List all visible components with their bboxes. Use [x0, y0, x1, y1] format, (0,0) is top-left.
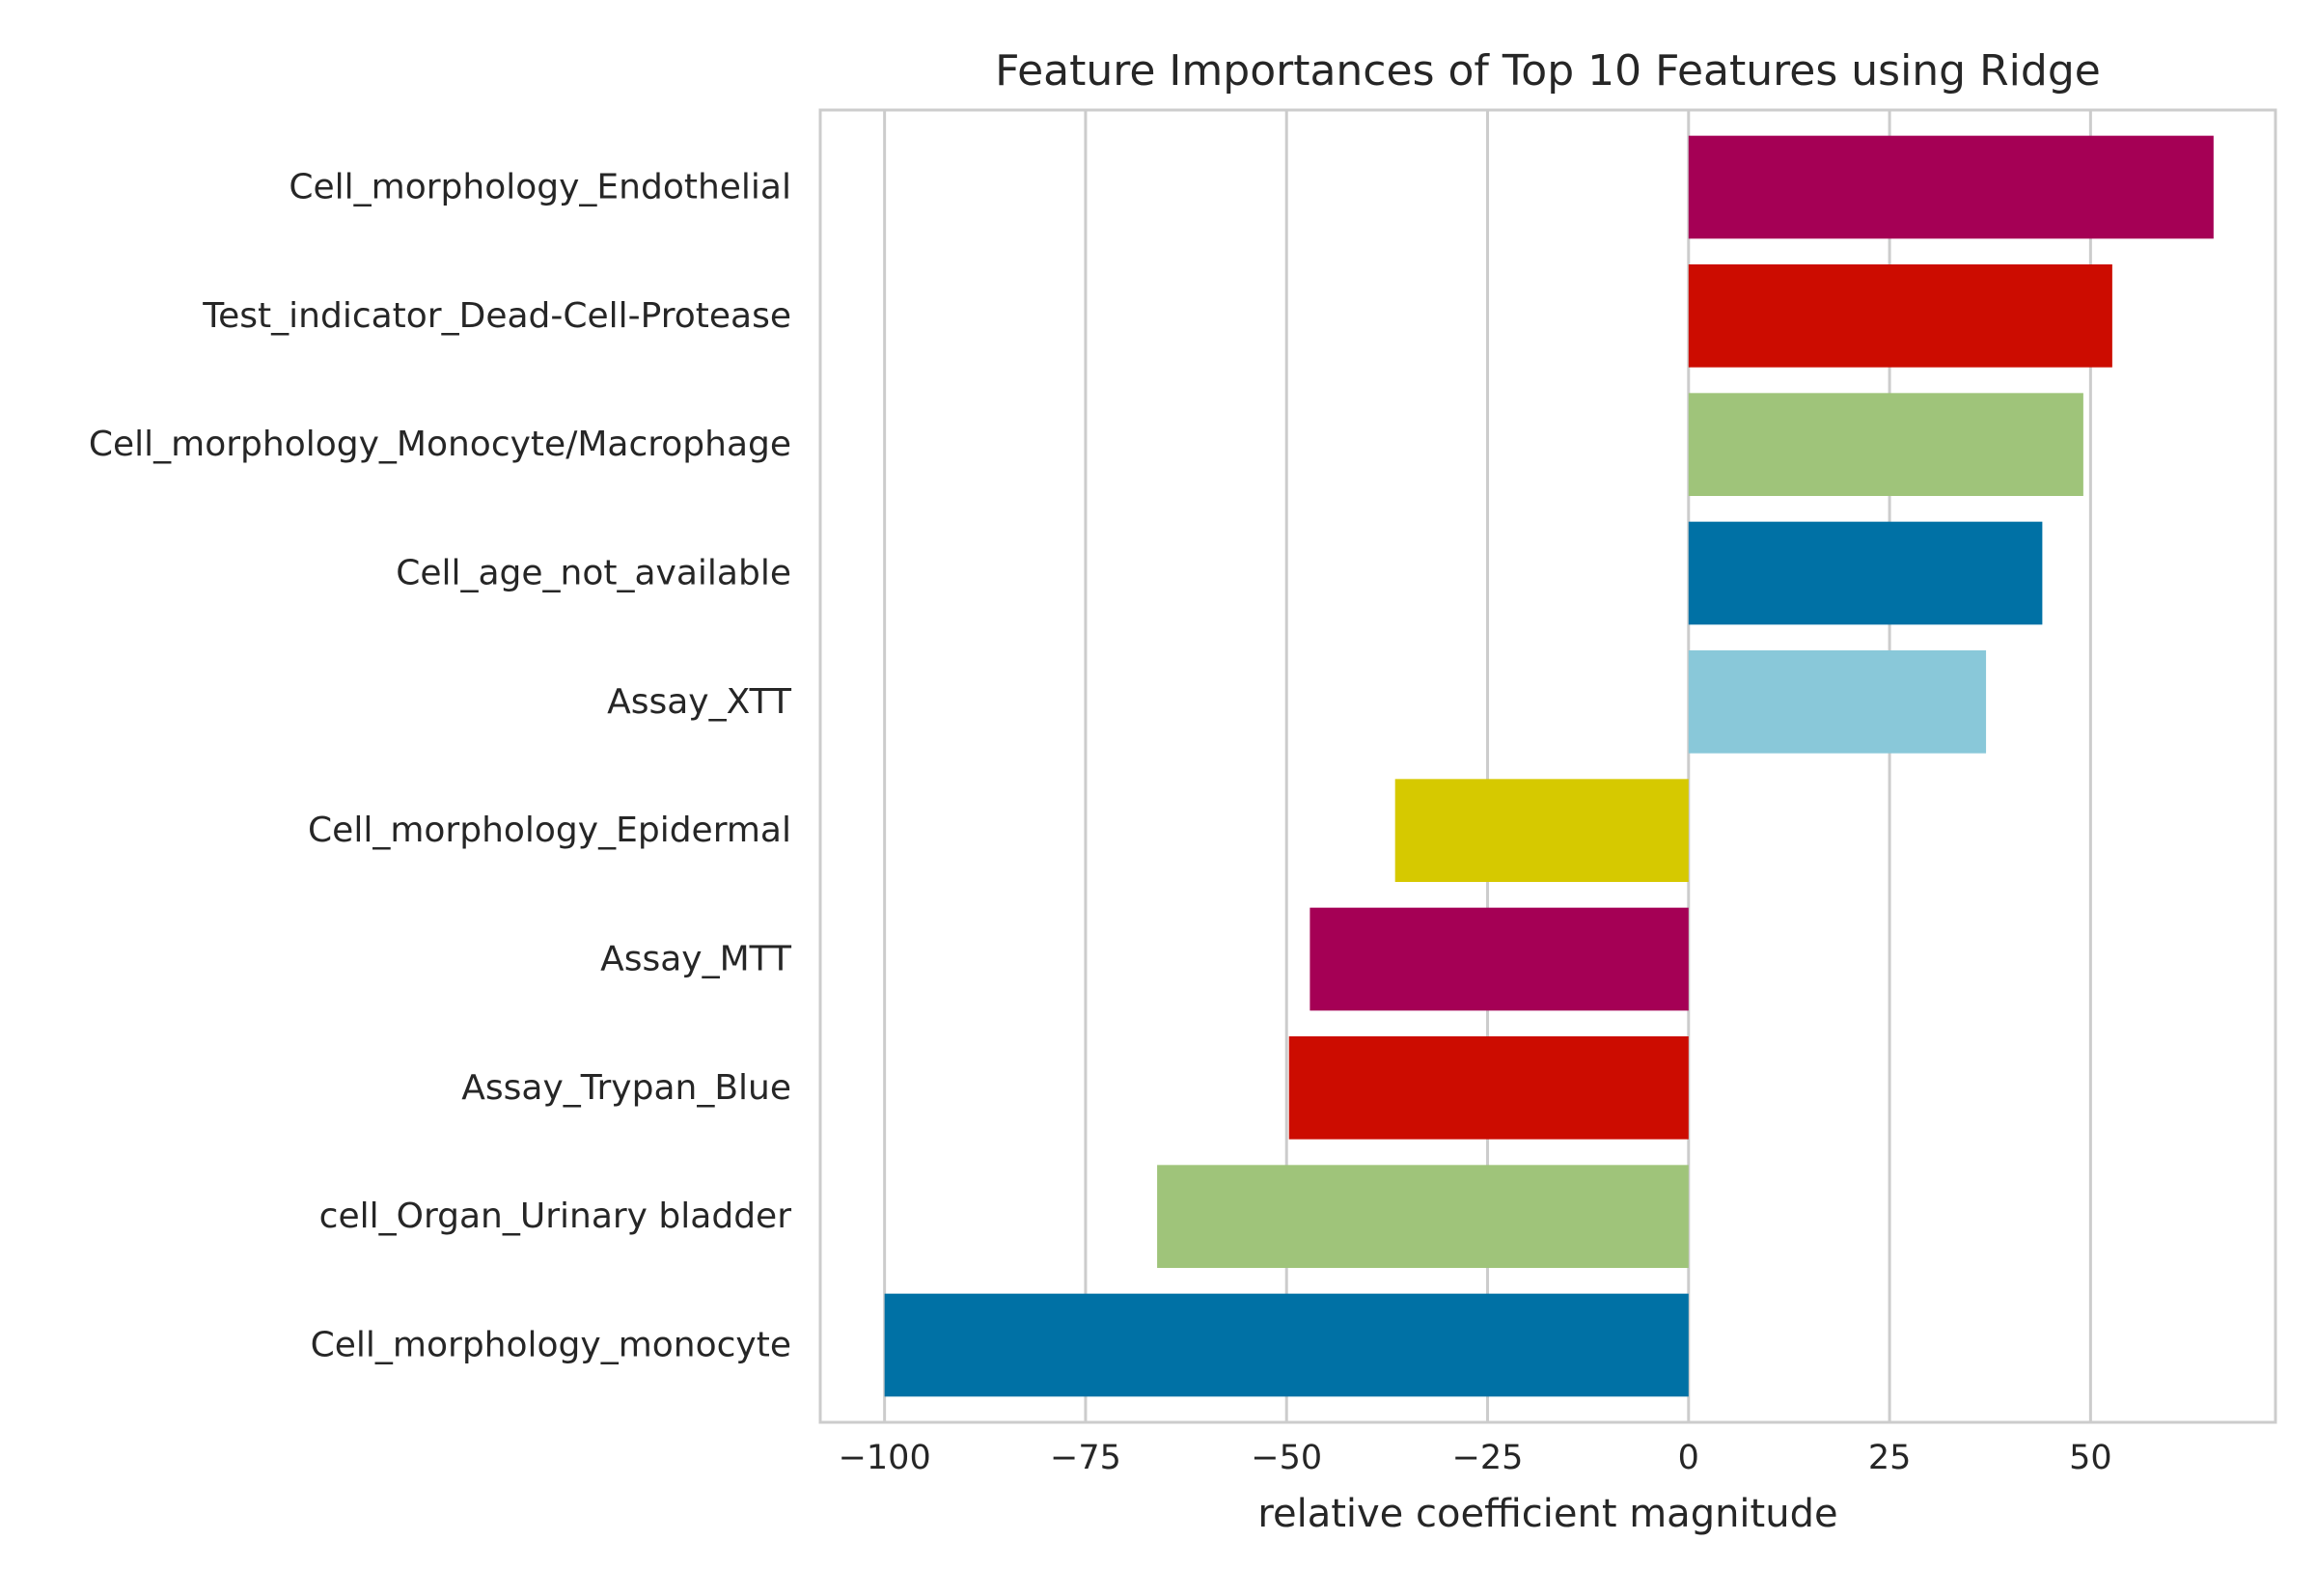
category-label: Cell_age_not_available — [396, 554, 791, 593]
gridlines — [883, 110, 2092, 1422]
x-tick-label: 50 — [2069, 1439, 2112, 1477]
category-label: cell_Organ_Urinary bladder — [319, 1197, 792, 1236]
bar — [1688, 521, 2043, 625]
bar — [1288, 1036, 1689, 1140]
x-tick-labels: −100 −75 −50 −25 0 25 50 — [839, 1439, 2112, 1477]
category-label: Cell_morphology_Monocyte/Macrophage — [89, 425, 791, 464]
bar — [1394, 779, 1689, 882]
bar — [1688, 650, 1987, 754]
x-axis-label: relative coefficient magnitude — [1257, 1492, 1837, 1536]
bar — [1310, 907, 1689, 1011]
x-tick-label: −25 — [1452, 1439, 1524, 1477]
category-label: Cell_morphology_Epidermal — [308, 811, 791, 850]
bar — [1157, 1165, 1689, 1268]
bar — [884, 1293, 1689, 1397]
plot-frame — [818, 108, 2277, 1424]
category-label: Cell_morphology_monocyte — [311, 1326, 791, 1365]
category-label: Assay_Trypan_Blue — [461, 1068, 791, 1108]
bars — [884, 135, 2214, 1397]
x-tick-label: −75 — [1050, 1439, 1121, 1477]
bar — [1688, 135, 2214, 239]
category-label: Assay_XTT — [607, 682, 792, 722]
x-tick-label: 0 — [1678, 1439, 1699, 1477]
bar — [1688, 264, 2112, 368]
x-tick-label: 25 — [1868, 1439, 1912, 1477]
bar — [1688, 393, 2083, 496]
category-label: Test_indicator_Dead-Cell-Protease — [202, 296, 791, 336]
category-label: Cell_morphology_Endothelial — [289, 168, 791, 207]
x-tick-label: −100 — [839, 1439, 931, 1477]
x-tick-label: −50 — [1251, 1439, 1322, 1477]
chart-title: Feature Importances of Top 10 Features u… — [995, 46, 2101, 96]
category-labels: Cell_morphology_Endothelial Test_indicato… — [89, 168, 792, 1365]
category-label: Assay_MTT — [600, 940, 792, 979]
